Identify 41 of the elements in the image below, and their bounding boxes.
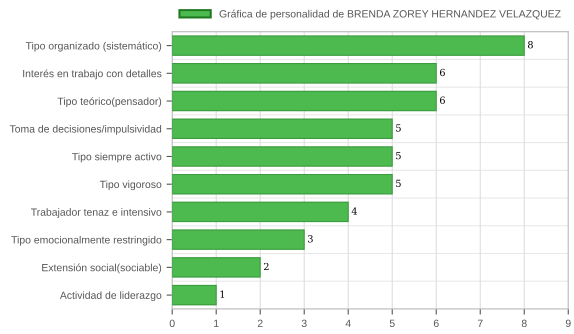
y-tick-label: Tipo emocionalmente restringido [11, 236, 162, 246]
x-tick-label: 0 [170, 320, 175, 328]
x-tick-label: 6 [434, 320, 439, 328]
bar [172, 118, 393, 140]
y-tick-label: Toma de decisiones/impulsividad [10, 124, 162, 135]
data-label: 5 [396, 152, 401, 160]
bar [172, 257, 261, 278]
data-label: 5 [396, 124, 401, 132]
legend-label: Gráfica de personalidad de BRENDA ZOREY HERNANDEZ VELAZQUEZ [220, 10, 561, 20]
data-label: 1 [220, 290, 224, 298]
bar [172, 202, 349, 222]
y-tick-label: Trabajador tenaz e intensivo [30, 208, 162, 218]
y-tick-label: Tipo organizado (sistemático) [26, 42, 162, 52]
bar [172, 63, 437, 84]
x-tick-label: 1 [214, 320, 219, 327]
x-tick-label: 9 [566, 320, 571, 328]
bar [172, 174, 393, 194]
data-label: 5 [396, 180, 401, 188]
y-tick-label: Actividad de liderazgo [60, 291, 162, 302]
data-label: 6 [440, 96, 445, 104]
bar [172, 284, 217, 306]
bar [172, 35, 525, 56]
x-tick-label: 4 [346, 320, 351, 327]
y-tick-label: Tipo vigoroso [100, 180, 162, 190]
data-label: 3 [308, 235, 313, 242]
data-label: 8 [528, 41, 533, 48]
y-tick-label: Interés en trabajo con detalles [23, 69, 162, 80]
bar [172, 90, 437, 112]
y-tick-label: Extensión social(sociable) [42, 264, 162, 274]
bar [172, 146, 393, 167]
x-tick-label: 5 [390, 320, 395, 328]
data-label: 2 [264, 262, 269, 270]
x-tick-label: 7 [478, 320, 483, 327]
y-tick-label: Tipo siempre activo [72, 152, 162, 162]
data-label: 6 [440, 68, 445, 76]
x-tick-label: 3 [302, 320, 307, 328]
y-tick-label: Tipo teórico(pensador) [58, 97, 162, 108]
bar [172, 229, 305, 250]
data-label: 4 [352, 207, 358, 215]
x-tick-label: 8 [522, 320, 527, 328]
x-tick-label: 2 [258, 320, 263, 327]
